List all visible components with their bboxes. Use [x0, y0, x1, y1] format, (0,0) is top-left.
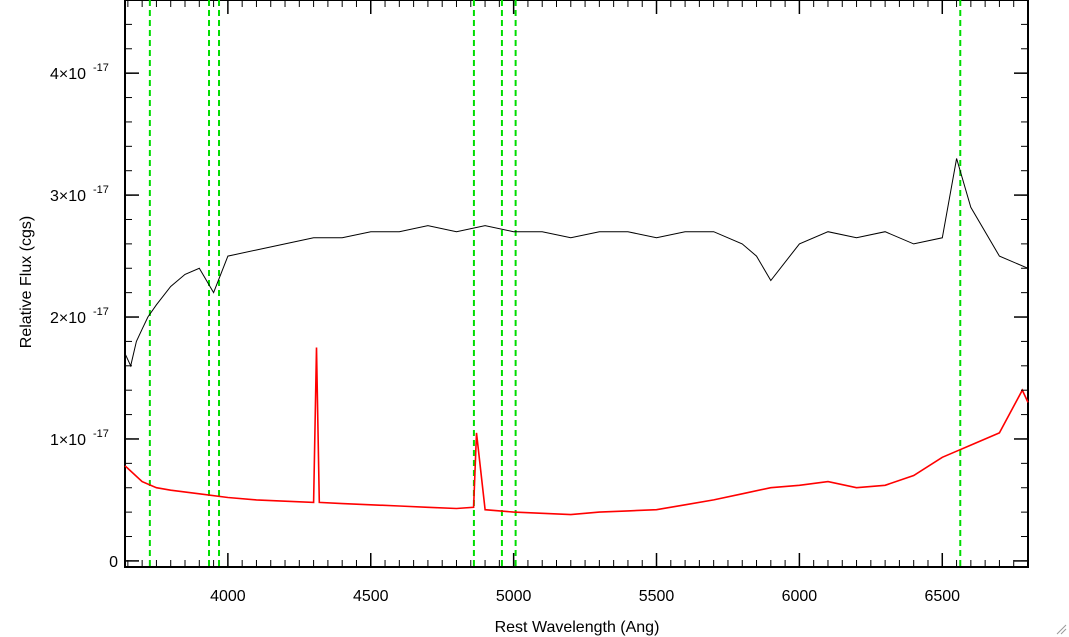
x-axis-label: Rest Wavelength (Ang) [495, 619, 660, 636]
x-tick-label: 6000 [782, 588, 818, 605]
y-tick-exponent: -17 [93, 62, 109, 74]
y-tick-exponent: -17 [93, 184, 109, 196]
x-tick-label: 5000 [496, 588, 532, 605]
series-line [124, 347, 1029, 516]
y-tick-label: 4×10 [50, 66, 86, 83]
y-tick-label: 1×10 [50, 432, 86, 449]
x-tick-label: 4500 [353, 588, 389, 605]
y-tick-label: 0 [109, 554, 118, 571]
y-tick-label: 2×10 [50, 310, 86, 327]
y-tick-exponent: -17 [93, 306, 109, 318]
x-tick-label: 5500 [639, 588, 675, 605]
axis-ticks [125, 0, 1029, 567]
y-tick-label: 3×10 [50, 188, 86, 205]
spectrum-series [124, 158, 1029, 516]
y-axis-label: Relative Flux (cgs) [18, 216, 35, 348]
series-line [124, 158, 1029, 368]
x-tick-label: 4000 [210, 588, 246, 605]
y-tick-exponent: -17 [93, 428, 109, 440]
y-tick-labels: 0 1×10 -17 2×10 -17 3×10 -17 4×10 -17 [50, 62, 118, 571]
resize-grip-icon[interactable] [1055, 623, 1067, 635]
emission-line-markers [148, 0, 962, 567]
x-tick-label: 6500 [924, 588, 960, 605]
x-tick-labels: 4000 4500 5000 5500 6000 6500 [210, 588, 960, 605]
plot-frame [124, 0, 1029, 568]
